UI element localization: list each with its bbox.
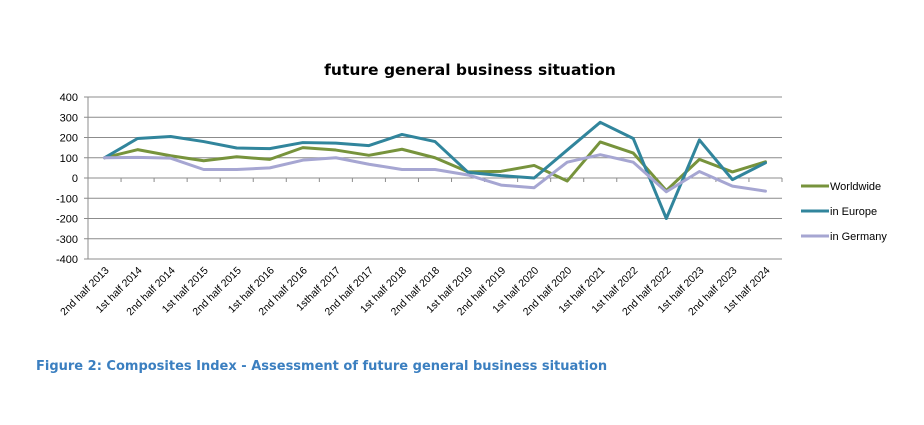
y-tick-label: 200 bbox=[60, 133, 78, 145]
y-tick-label: -100 bbox=[56, 193, 78, 205]
legend-label-worldwide: Worldwide bbox=[830, 181, 881, 193]
chart-title: future general business situation bbox=[324, 61, 616, 79]
legend-label-in-germany: in Germany bbox=[830, 231, 887, 243]
y-tick-label: -400 bbox=[56, 254, 78, 266]
series-line-worldwide bbox=[103, 140, 767, 193]
y-tick-label: -200 bbox=[56, 214, 78, 226]
y-tick-label: 100 bbox=[60, 153, 78, 165]
y-tick-label: 300 bbox=[60, 112, 78, 124]
y-axis: 400 300 200 100 0 -100 -200 -300 -400 bbox=[56, 92, 89, 266]
series-line-in-europe bbox=[103, 120, 767, 220]
series-lines bbox=[103, 120, 767, 220]
y-tick-label: -300 bbox=[56, 234, 78, 246]
series-line-in-germany bbox=[103, 153, 767, 194]
figure-caption: Figure 2: Composites Index - Assessment … bbox=[36, 359, 608, 374]
y-tick-label: 400 bbox=[60, 92, 78, 104]
y-tick-label: 0 bbox=[72, 173, 78, 185]
legend: Worldwide in Europe in Germany bbox=[801, 181, 887, 243]
legend-label-in-europe: in Europe bbox=[830, 206, 877, 218]
